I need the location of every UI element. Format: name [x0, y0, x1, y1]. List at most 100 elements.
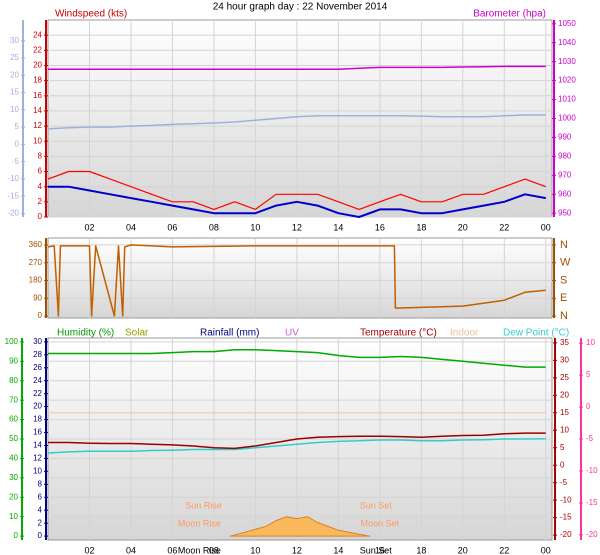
y-tick-label: 15	[10, 88, 19, 97]
y-tick-label: -10	[7, 174, 19, 183]
x-tick-label: 02	[84, 222, 94, 232]
y-tick-label: 22	[33, 45, 42, 54]
x-tick-label: 12	[292, 545, 302, 555]
y-tick-label: 20	[10, 70, 19, 79]
y-tick-label: 70	[9, 395, 18, 404]
line	[48, 348, 546, 368]
y-tick-label: 1000	[558, 114, 576, 123]
x-tick-label: 04	[126, 545, 136, 555]
y2-axis-label: Barometer (hpa)	[473, 9, 546, 20]
y-tick-label: 24	[33, 30, 42, 39]
y-tick-label: 22	[33, 389, 42, 398]
y-tick-label: 90	[9, 356, 18, 365]
legend-label: Dew Point (°C)	[503, 328, 569, 339]
y-tick-label: 50	[9, 434, 18, 443]
y-tick-label: 4	[38, 505, 43, 514]
x-tick-label: 00	[541, 545, 551, 555]
area	[230, 516, 370, 537]
y-tick-label: 14	[33, 441, 42, 450]
y-tick-label: 0	[38, 531, 43, 540]
x-tick-label: 08	[209, 222, 219, 232]
y-tick-label: 90	[33, 293, 42, 302]
x-tick-label: 00	[541, 222, 551, 232]
y-tick-label: 60	[9, 415, 18, 424]
y-tick-label: -20	[7, 209, 19, 218]
legend-label: Rainfall (mm)	[200, 328, 259, 339]
legend-label: Temperature (°C)	[360, 328, 437, 339]
x-annotation: Sun Set	[360, 545, 393, 555]
y-tick-label: 2	[38, 518, 43, 527]
annotation: Moon Rise	[178, 518, 221, 528]
x-tick-label: 08	[209, 545, 219, 555]
y-tick-label: 0	[15, 140, 20, 149]
annotation: Sun Rise	[185, 500, 222, 510]
y-tick-label: 18	[33, 76, 42, 85]
x-tick-label: 04	[126, 222, 136, 232]
y-tick-label: 0	[14, 531, 19, 540]
annotation: Moon Set	[361, 518, 400, 528]
y-tick-label: -20	[560, 530, 572, 539]
y-tick-label: 10	[560, 425, 569, 434]
y-tick-label: 10	[586, 338, 595, 347]
y-tick-label: 990	[558, 133, 572, 142]
x-annotation: Moon Rise	[178, 545, 221, 555]
y-tick-label: 950	[558, 208, 572, 217]
y-tick-label: 20	[560, 390, 569, 399]
y-tick-label: 10	[33, 466, 42, 475]
y-tick-label: 1020	[558, 76, 576, 85]
x-tick-label: 16	[375, 222, 385, 232]
x-tick-label: 10	[250, 545, 260, 555]
y-tick-label: 1010	[558, 95, 576, 104]
x-tick-label: 18	[416, 545, 426, 555]
y-tick-label: 25	[560, 373, 569, 382]
y-tick-label: E	[560, 292, 567, 304]
y-tick-label: 10	[33, 136, 42, 145]
y-tick-label: 10	[9, 512, 18, 521]
x-tick-label: 02	[84, 545, 94, 555]
y-tick-label: 270	[29, 258, 43, 267]
x-tick-label: 22	[499, 222, 509, 232]
legend-label: Indoor	[450, 328, 479, 339]
line	[47, 437, 546, 454]
y-tick-label: 8	[38, 479, 43, 488]
y-tick-label: 25	[10, 53, 19, 62]
y-tick-label: 970	[558, 170, 572, 179]
y-tick-label: N	[560, 239, 568, 251]
y-tick-label: 10	[10, 105, 19, 114]
legend-label: Solar	[125, 328, 149, 339]
y-tick-label: -5	[12, 157, 20, 166]
x-tick-label: 20	[458, 222, 468, 232]
y-tick-label: 35	[560, 338, 569, 347]
y-tick-label: 6	[38, 167, 43, 176]
y-tick-label: -10	[586, 466, 598, 475]
y-tick-label: 5	[15, 122, 20, 131]
y-tick-label: 180	[29, 276, 43, 285]
y-tick-label: 12	[33, 121, 42, 130]
y-tick-label: 24	[33, 376, 42, 385]
x-tick-label: 22	[499, 545, 509, 555]
y-tick-label: 5	[560, 443, 565, 452]
legend-label: Humidity (%)	[57, 328, 114, 339]
y-tick-label: -5	[560, 478, 568, 487]
y-tick-label: 2	[38, 197, 43, 206]
y-tick-label: 26	[33, 363, 42, 372]
x-tick-label: 16	[375, 545, 385, 555]
y-tick-label: 0	[38, 212, 43, 221]
y-tick-label: 16	[33, 91, 42, 100]
y-tick-label: 20	[33, 402, 42, 411]
y-tick-label: 20	[33, 61, 42, 70]
y-tick-label: 15	[560, 408, 569, 417]
y-tick-label: 20	[9, 492, 18, 501]
y-tick-label: 30	[9, 473, 18, 482]
y-tick-label: W	[560, 257, 571, 269]
legend-label: UV	[285, 328, 299, 339]
line	[47, 244, 546, 317]
y-tick-label: 6	[38, 492, 43, 501]
y-tick-label: N	[560, 310, 568, 322]
y-tick-label: 8	[38, 151, 43, 160]
annotation: Sun Set	[360, 500, 393, 510]
y-tick-label: 980	[558, 151, 572, 160]
line	[47, 170, 547, 210]
y-tick-label: 18	[33, 415, 42, 424]
